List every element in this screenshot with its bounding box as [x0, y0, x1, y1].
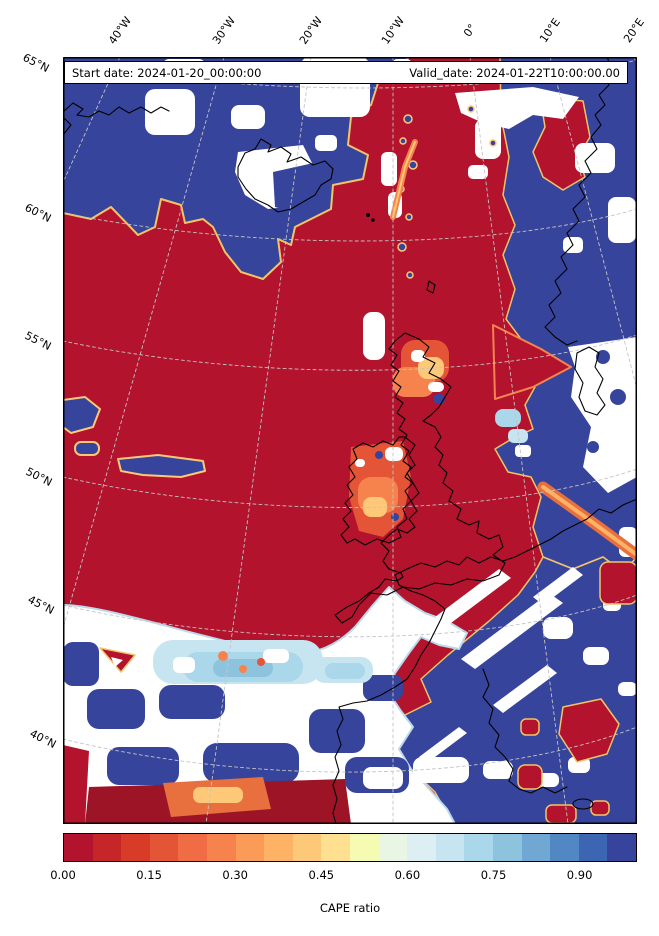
masked-white-patches	[145, 57, 637, 611]
colorbar-segment	[435, 834, 465, 861]
colorbar-segment	[521, 834, 551, 861]
coastline-faroe	[365, 212, 371, 218]
colorbar-segment	[349, 834, 379, 861]
colorbar-segment	[178, 834, 207, 861]
cape-mid-ireland	[349, 441, 411, 537]
colorbar-tick-label: 0.60	[394, 868, 421, 882]
colorbar-title: CAPE ratio	[319, 901, 381, 915]
cape-low-northsea-wedge	[492, 324, 572, 400]
colorbar	[63, 833, 637, 862]
coastline-mallorca	[572, 798, 594, 810]
colorbar-segment	[407, 834, 436, 861]
lat-tick-label: 40°N	[27, 726, 59, 752]
coastlines	[63, 57, 637, 824]
coastline-ireland	[340, 436, 416, 546]
lon-tick-label: 20°E	[621, 15, 647, 46]
coastline-shetland	[426, 280, 436, 294]
cape-high-patches-southwest	[63, 642, 409, 793]
valid-date-annotation: Valid_date: 2024-01-22T10:00:00.00	[409, 65, 620, 80]
coastline-greenland	[63, 102, 170, 136]
masked-white-streaks-southeast	[419, 350, 637, 763]
colorbar-tick-label: 0.90	[566, 868, 593, 882]
coastline-iceland	[237, 138, 334, 213]
coastline-great-britain	[334, 332, 506, 624]
lon-tick-label: 0°	[461, 21, 479, 40]
map-border	[63, 57, 637, 824]
graticule	[63, 57, 637, 824]
lon-tick-label: 10°E	[537, 15, 563, 46]
colorbar-segment	[149, 834, 179, 861]
coastline-mediterranean	[482, 668, 568, 794]
colorbar-segment	[550, 834, 579, 861]
cape-mid-front-band	[153, 640, 373, 684]
colorbar-segment	[92, 834, 122, 861]
map-plot	[63, 57, 637, 824]
cape-low-patches-southwest	[63, 647, 351, 824]
colorbar-tick-label: 0.00	[50, 868, 76, 882]
coastline-faroe-2	[371, 218, 375, 222]
lat-tick-label: 50°N	[23, 464, 55, 490]
coastline-denmark	[574, 346, 606, 416]
lat-tick-label: 65°N	[20, 50, 52, 76]
colorbar-tick-label: 0.15	[136, 868, 162, 882]
colorbar-segment	[378, 834, 408, 861]
colorbar-tick-label: 0.45	[308, 868, 335, 882]
colorbar-segment	[206, 834, 236, 861]
lon-tick-label: 30°W	[209, 14, 239, 47]
lat-tick-label: 60°N	[22, 200, 54, 226]
colorbar-segment	[464, 834, 493, 861]
lon-tick-label: 40°W	[105, 14, 135, 47]
colorbar-segment	[264, 834, 293, 861]
cape-mid-northsea	[495, 409, 528, 443]
coastline-norway	[544, 57, 612, 346]
cape-high-blobs-atlantic	[63, 396, 206, 478]
title-strip: Start date: 2024-01-20_00:00:00 Valid_da…	[64, 61, 628, 84]
cape-high-iceland	[273, 162, 325, 215]
colorbar-segment	[235, 834, 265, 861]
cape-mid-dutch-coast	[537, 481, 637, 561]
colorbar-segment	[578, 834, 608, 861]
cape-low-patches-southeast	[517, 561, 637, 824]
colorbar-segment	[64, 834, 93, 861]
lat-tick-label: 55°N	[22, 328, 54, 354]
colorbar-tick-label: 0.75	[480, 868, 507, 882]
lat-tick-label: 45°N	[25, 592, 57, 618]
colorbar-segment	[321, 834, 350, 861]
coastline-continent	[332, 498, 637, 824]
colorbar-segment	[607, 834, 636, 861]
colorbar-segment	[292, 834, 322, 861]
colorbar-segment	[492, 834, 522, 861]
colorbar-segment	[121, 834, 150, 861]
lon-tick-label: 10°W	[378, 14, 408, 47]
lon-tick-label: 20°W	[296, 14, 326, 47]
colorbar-tick-label: 0.30	[222, 868, 248, 882]
start-date-annotation: Start date: 2024-01-20_00:00:00	[72, 65, 262, 80]
